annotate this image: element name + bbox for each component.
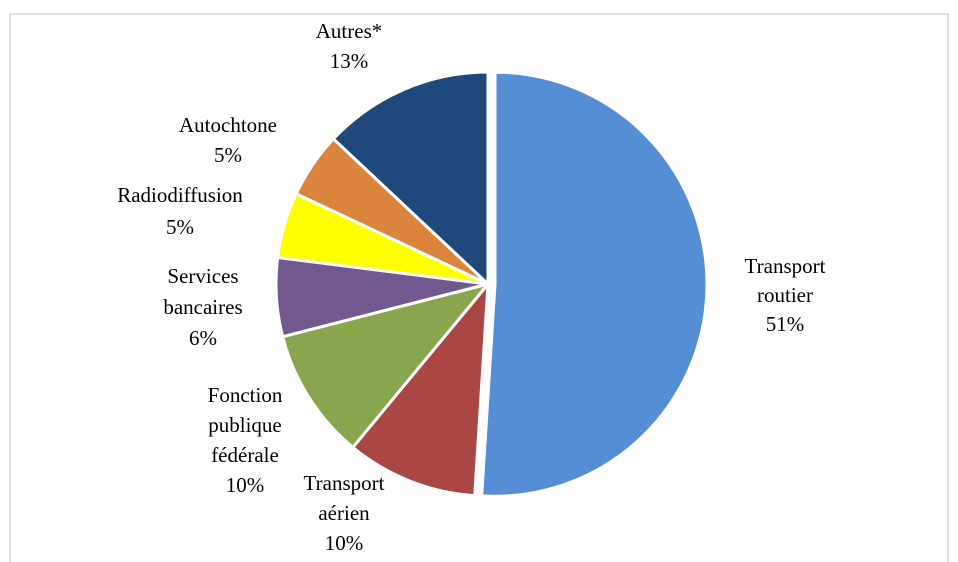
slice-label: Autochtone bbox=[179, 113, 277, 137]
slice-value-label: 13% bbox=[330, 49, 369, 73]
chart-frame bbox=[9, 13, 949, 562]
slice-value-label: 6% bbox=[189, 326, 217, 350]
slice-label: Radiodiffusion bbox=[117, 183, 243, 207]
slice-label: Transport routier bbox=[745, 254, 826, 307]
pie-slice bbox=[480, 70, 709, 498]
slice-label: Autres* bbox=[316, 19, 383, 43]
slice-label: Transport aérien bbox=[304, 471, 385, 525]
slice-value-label: 10% bbox=[226, 473, 265, 497]
pie-slice bbox=[350, 279, 490, 498]
slice-value-label: 5% bbox=[166, 215, 194, 239]
pie-slice bbox=[331, 70, 490, 288]
slice-value-label: 10% bbox=[325, 531, 364, 555]
slice-value-label: 5% bbox=[214, 143, 242, 167]
slice-label: Services bancaires bbox=[163, 264, 242, 319]
slice-value-label: 51% bbox=[766, 312, 805, 336]
slice-label: Fonction publique fédérale bbox=[208, 383, 283, 467]
